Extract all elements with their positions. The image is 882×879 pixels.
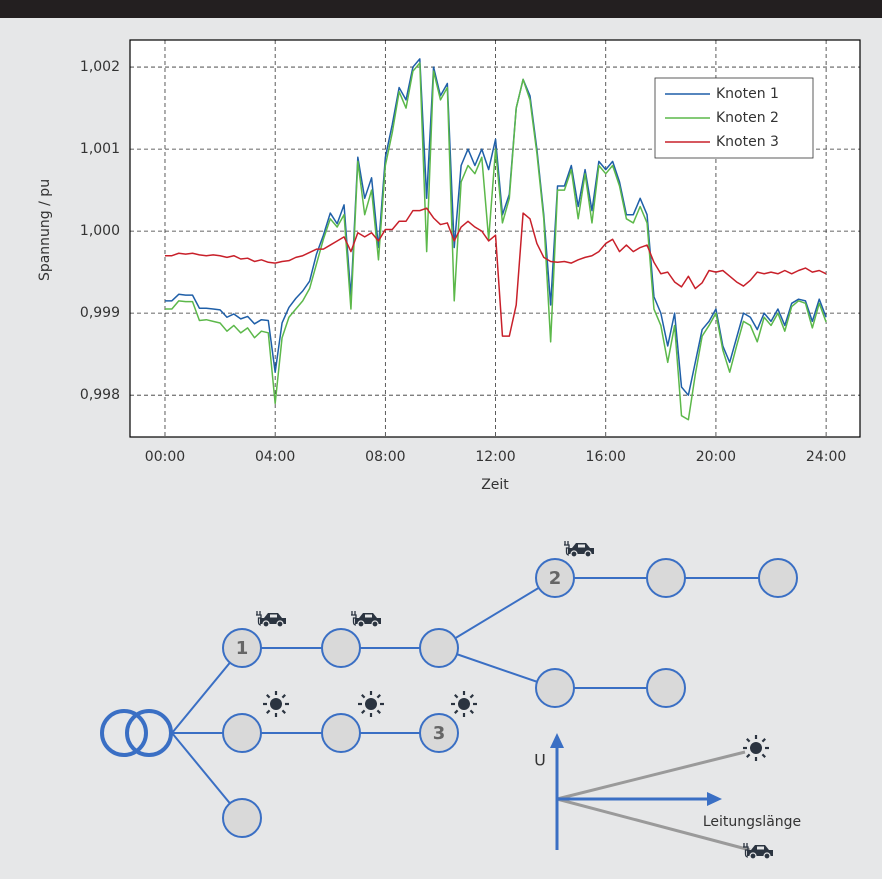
pv-icon [262, 690, 290, 718]
legend-label: Knoten 2 [716, 110, 779, 126]
node [222, 713, 262, 753]
node [535, 558, 575, 598]
ev-icon [742, 842, 774, 860]
transformer [125, 709, 173, 757]
top-bar [0, 0, 882, 18]
ev-voltage-line [556, 797, 751, 852]
x-tick-label: 24:00 [806, 449, 846, 465]
ev-icon [350, 610, 382, 628]
pv-icon [450, 690, 478, 718]
y-tick-label: 0,998 [80, 387, 120, 403]
series-line [164, 62, 827, 421]
series-line [164, 58, 827, 396]
transformer [100, 709, 148, 757]
y-axis-label: Spannung / pu [37, 179, 53, 281]
node-label: 1 [236, 638, 249, 659]
inset-y-label: U [534, 751, 546, 770]
node [758, 558, 798, 598]
y-tick-label: 1,001 [80, 141, 120, 157]
line-wire [171, 577, 778, 819]
y-tick-label: 1,000 [80, 223, 120, 239]
node [419, 713, 459, 753]
x-axis-label: Zeit [481, 477, 509, 493]
node [419, 628, 459, 668]
ev-icon [563, 540, 595, 558]
node [646, 668, 686, 708]
network-diagram: 1 2 3 U Leitungslänge [100, 540, 801, 860]
x-tick-label: 12:00 [475, 449, 515, 465]
x-tick-label: 20:00 [696, 449, 736, 465]
y-tick-label: 1,002 [80, 59, 120, 75]
arrow-head [550, 733, 564, 748]
node [321, 713, 361, 753]
node-label: 2 [549, 568, 562, 589]
plot-frame [129, 39, 861, 438]
node-label: 3 [433, 723, 446, 744]
legend: Knoten 1 Knoten 2 Knoten 3 [654, 77, 814, 159]
lines [164, 58, 827, 421]
node [646, 558, 686, 598]
pv-voltage-line [556, 750, 746, 801]
x-tick-label: 08:00 [365, 449, 405, 465]
legend-label: Knoten 1 [716, 86, 779, 102]
pv-icon [357, 690, 385, 718]
ev-icon [255, 610, 287, 628]
arrow-head [707, 792, 722, 806]
series-line [164, 207, 827, 337]
x-tick-label: 04:00 [255, 449, 295, 465]
y-tick-label: 0,999 [80, 305, 120, 321]
x-tick-label: 16:00 [586, 449, 626, 465]
pv-icon [742, 734, 770, 762]
inset-x-label: Leitungslänge [703, 814, 801, 830]
node [535, 668, 575, 708]
node [222, 798, 262, 838]
node [222, 628, 262, 668]
legend-label: Knoten 3 [716, 134, 779, 150]
node [321, 628, 361, 668]
x-tick-label: 00:00 [145, 449, 185, 465]
